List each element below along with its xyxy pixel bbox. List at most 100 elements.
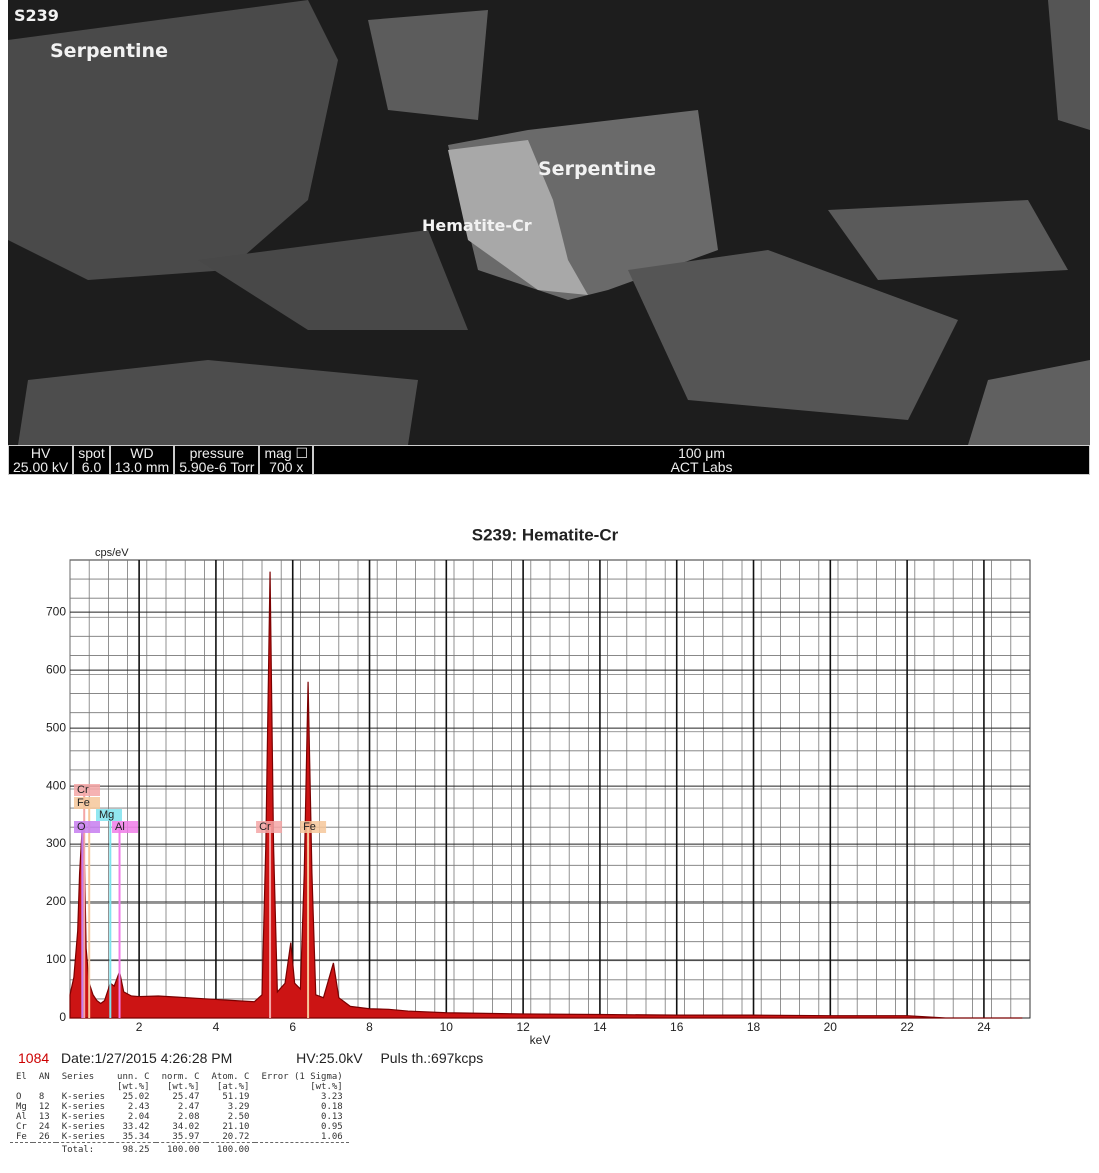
spacer — [33, 1143, 56, 1156]
x-tick-label: 4 — [213, 1020, 220, 1034]
peak-label: O — [77, 821, 86, 833]
table-cell: 2.50 — [206, 1112, 256, 1122]
spectrum-id: 1084 — [18, 1050, 49, 1066]
table-cell: 3.29 — [206, 1102, 256, 1112]
peak-label: Fe — [77, 797, 90, 809]
header-row: ElANSeriesunn. Cnorm. CAtom. CError (1 S… — [10, 1072, 349, 1082]
table-cell: 0.18 — [255, 1102, 348, 1112]
page: S239 Serpentine Serpentine Hematite-Cr H… — [0, 0, 1099, 1173]
units-cell: [wt.%] — [111, 1082, 156, 1092]
table-cell: 33.42 — [111, 1122, 156, 1132]
header-cell: Error (1 Sigma) — [255, 1072, 348, 1082]
table-cell: K-series — [56, 1122, 111, 1132]
table-cell: K-series — [56, 1092, 111, 1102]
total-cell: 100.00 — [206, 1143, 256, 1156]
y-tick-label: 400 — [46, 778, 66, 792]
x-axis-label: keV — [530, 1033, 551, 1047]
chart-title: S239: Hematite-Cr — [472, 525, 619, 544]
header-cell: El — [10, 1072, 33, 1082]
table-cell: K-series — [56, 1112, 111, 1122]
table-cell: 26 — [33, 1132, 56, 1143]
total-cell: Total: — [56, 1143, 111, 1156]
y-tick-label: 0 — [59, 1010, 66, 1024]
units-cell: [at.%] — [206, 1082, 256, 1092]
header-cell: norm. C — [156, 1072, 206, 1082]
x-tick-label: 12 — [516, 1020, 530, 1034]
table-cell: 51.19 — [206, 1092, 256, 1102]
x-tick-label: 10 — [440, 1020, 454, 1034]
y-tick-label: 300 — [46, 836, 66, 850]
hv: HV:25.0kV — [296, 1050, 362, 1066]
peak-label: Fe — [303, 821, 316, 833]
table-cell: Fe — [10, 1132, 33, 1143]
x-tick-label: 6 — [289, 1020, 296, 1034]
header-cell: unn. C — [111, 1072, 156, 1082]
table-cell: 0.95 — [255, 1122, 348, 1132]
table-cell: 2.04 — [111, 1112, 156, 1122]
table-cell: 35.97 — [156, 1132, 206, 1143]
x-tick-label: 8 — [366, 1020, 373, 1034]
units-row: [wt.%][wt.%][at.%][wt.%] — [10, 1082, 349, 1092]
table-cell: 2.43 — [111, 1102, 156, 1112]
table-cell: 24 — [33, 1122, 56, 1132]
table-cell: 25.02 — [111, 1092, 156, 1102]
x-tick-label: 16 — [670, 1020, 684, 1034]
table-row: Cr24K-series33.4234.0221.100.95 — [10, 1122, 349, 1132]
table-cell: 2.08 — [156, 1112, 206, 1122]
x-tick-label: 18 — [747, 1020, 761, 1034]
y-axis-label: cps/eV — [95, 547, 129, 559]
chart: S239: Hematite-Cr cps/eV keV 0 100 200 300 4… — [0, 0, 1099, 1050]
table-cell: 21.10 — [206, 1122, 256, 1132]
table-cell: 35.34 — [111, 1132, 156, 1143]
y-tick-label: 200 — [46, 894, 66, 908]
units-cell: [wt.%] — [255, 1082, 348, 1092]
table-cell: Cr — [10, 1122, 33, 1132]
header-cell: Series — [56, 1072, 111, 1082]
total-cell: 98.25 — [111, 1143, 156, 1156]
units-cell: [wt.%] — [156, 1082, 206, 1092]
units-cell — [33, 1082, 56, 1092]
puls: Puls th.:697kcps — [380, 1050, 483, 1066]
table-cell: O — [10, 1092, 33, 1102]
units-cell — [10, 1082, 33, 1092]
table-cell: 25.47 — [156, 1092, 206, 1102]
table-cell: 8 — [33, 1092, 56, 1102]
y-tick-label: 700 — [46, 604, 66, 618]
date: Date:1/27/2015 4:26:28 PM — [61, 1050, 232, 1066]
table-cell: Mg — [10, 1102, 33, 1112]
spacer — [255, 1143, 348, 1156]
units-cell — [56, 1082, 111, 1092]
y-tick-label: 500 — [46, 720, 66, 734]
x-tick-label: 2 — [136, 1020, 143, 1034]
total-cell: 100.00 — [156, 1143, 206, 1156]
table-cell: 0.13 — [255, 1112, 348, 1122]
header-cell: Atom. C — [206, 1072, 256, 1082]
table-cell: 34.02 — [156, 1122, 206, 1132]
peak-label: Al — [115, 821, 125, 833]
table-cell: Al — [10, 1112, 33, 1122]
x-tick-label: 24 — [977, 1020, 991, 1034]
y-tick-label: 100 — [46, 952, 66, 966]
table-cell: K-series — [56, 1132, 111, 1143]
x-tick-label: 14 — [593, 1020, 607, 1034]
table-cell: 13 — [33, 1112, 56, 1122]
table-cell: K-series — [56, 1102, 111, 1112]
x-tick-label: 22 — [900, 1020, 914, 1034]
table-cell: 20.72 — [206, 1132, 256, 1143]
x-tick-label: 20 — [824, 1020, 838, 1034]
y-tick-label: 600 — [46, 662, 66, 676]
table-cell: 12 — [33, 1102, 56, 1112]
header-cell: AN — [33, 1072, 56, 1082]
spacer — [10, 1143, 33, 1156]
table-cell: 3.23 — [255, 1092, 348, 1102]
table-cell: 2.47 — [156, 1102, 206, 1112]
table-cell: 1.06 — [255, 1132, 348, 1143]
peak-label: Cr — [77, 784, 89, 796]
peak-label: Cr — [259, 821, 271, 833]
